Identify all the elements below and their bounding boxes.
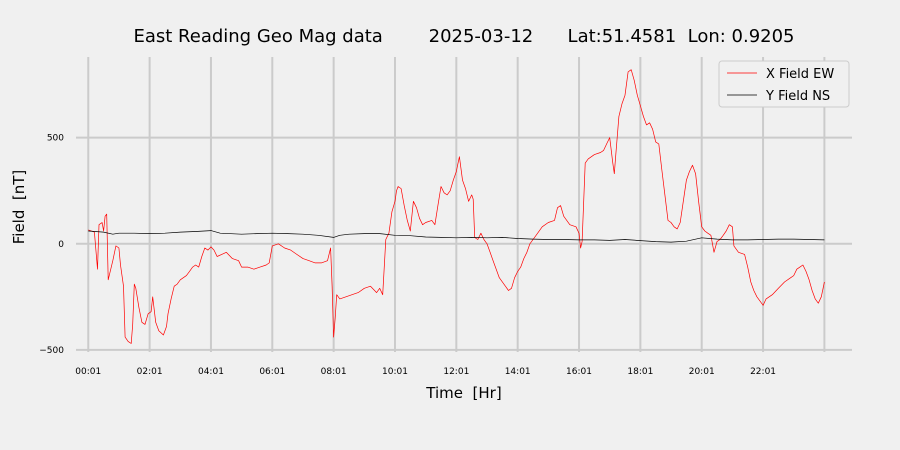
- legend-box: [718, 60, 850, 108]
- series-line-y-field-ns: [88, 230, 825, 243]
- chart-title: East Reading Geo Mag data 2025-03-12 Lat…: [133, 26, 794, 47]
- legend-label-x-field-ew: X Field EW: [766, 67, 834, 82]
- x-tick-label: 08:01: [321, 367, 347, 377]
- x-tick-label: 10:01: [382, 367, 408, 377]
- y-tick-label: 0: [58, 240, 64, 250]
- x-tick-label: 04:01: [198, 367, 224, 377]
- x-tick-label: 12:01: [443, 367, 469, 377]
- gridlines: [76, 57, 852, 352]
- x-tick-label: 18:01: [627, 367, 653, 377]
- y-tick-label: −500: [39, 346, 64, 356]
- x-tick-labels: 00:01 02:01 04:01 06:01 08:01 10:01 12:01 14:01…: [75, 367, 776, 377]
- x-tick-label: 16:01: [566, 367, 592, 377]
- x-tick-label: 00:01: [75, 367, 101, 377]
- y-tick-label: 500: [47, 134, 64, 144]
- x-tick-label: 06:01: [259, 367, 285, 377]
- x-tick-label: 02:01: [137, 367, 163, 377]
- legend: X Field EW Y Field NS: [718, 60, 850, 108]
- series-layer: [88, 69, 825, 344]
- y-axis-label: Field [nT]: [10, 170, 28, 245]
- x-axis-label: Time [Hr]: [425, 384, 501, 402]
- series-line-x-field-ew: [88, 69, 825, 344]
- x-tick-label: 20:01: [689, 367, 715, 377]
- legend-label-y-field-ns: Y Field NS: [765, 89, 830, 104]
- x-tick-label: 22:01: [750, 367, 776, 377]
- y-tick-labels: 500 0 −500: [39, 134, 64, 356]
- x-tick-label: 14:01: [505, 367, 531, 377]
